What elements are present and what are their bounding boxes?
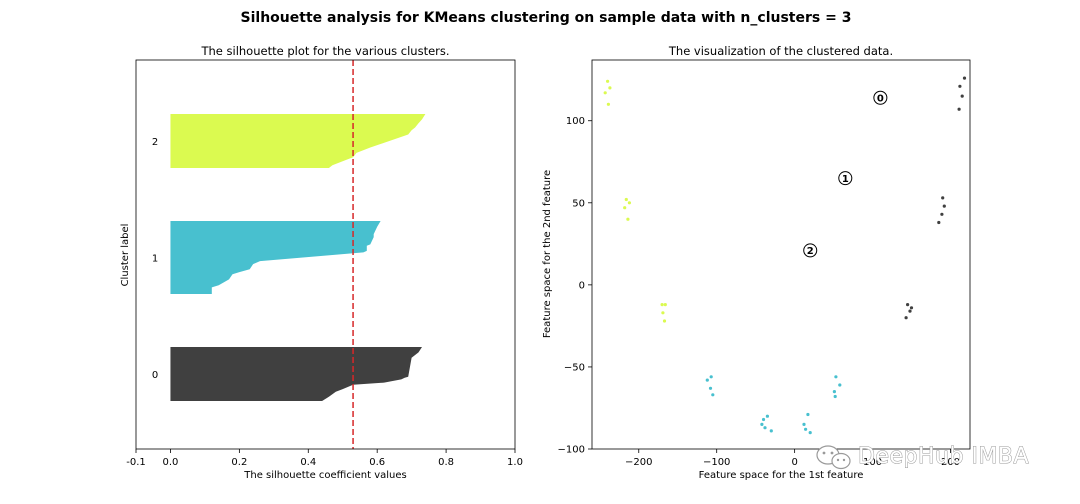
point-cluster-0 <box>906 303 910 307</box>
y-tick-label: −100 <box>558 445 585 456</box>
cluster-center-1 <box>838 171 853 186</box>
cluster-center-2 <box>803 243 818 258</box>
point-cluster-1 <box>802 422 806 426</box>
point-cluster-2 <box>624 197 628 202</box>
point-cluster-1 <box>709 375 713 379</box>
point-cluster-1 <box>834 375 838 379</box>
point-cluster-0 <box>942 204 946 208</box>
silhouette-cluster-0 <box>170 347 422 401</box>
y-tick-label: −50 <box>564 362 585 373</box>
cluster-scatter-plot: The visualization of the clustered data.… <box>542 44 971 481</box>
point-cluster-0 <box>957 107 961 111</box>
point-cluster-0 <box>958 84 962 88</box>
point-cluster-2 <box>606 102 611 106</box>
point-cluster-0 <box>909 306 914 310</box>
point-cluster-1 <box>808 431 812 435</box>
silhouette-cluster-1 <box>170 221 381 294</box>
point-cluster-0 <box>960 94 964 98</box>
x-tick-label: 100 <box>863 457 882 468</box>
silhouette-plot-title: The silhouette plot for the various clus… <box>200 44 449 58</box>
silhouette-plot-xlabel: The silhouette coefficient values <box>243 470 407 481</box>
x-tick-label: 0.2 <box>231 457 247 468</box>
point-cluster-2 <box>663 303 667 307</box>
silhouette-plot: The silhouette plot for the various clus… <box>120 44 523 481</box>
figure-title: Silhouette analysis for KMeans clusterin… <box>241 10 852 26</box>
point-cluster-1 <box>832 390 837 394</box>
x-tick-label: −100 <box>703 457 730 468</box>
point-cluster-1 <box>763 426 767 430</box>
cluster-label-0: 0 <box>152 370 158 381</box>
point-cluster-1 <box>708 386 713 390</box>
cluster-center-label-1: 1 <box>842 174 849 185</box>
point-cluster-1 <box>804 427 808 431</box>
point-cluster-0 <box>962 76 967 80</box>
point-cluster-0 <box>937 220 941 225</box>
y-tick-label: 50 <box>572 198 585 209</box>
cluster-center-label-2: 2 <box>807 246 814 257</box>
silhouette-cluster-2 <box>170 114 426 168</box>
point-cluster-1 <box>806 412 810 417</box>
cluster-center-0 <box>873 90 888 105</box>
x-tick-label: 0.6 <box>369 457 385 468</box>
point-cluster-2 <box>623 206 627 210</box>
silhouette-plot-frame <box>135 59 516 450</box>
point-cluster-1 <box>761 417 766 422</box>
point-cluster-1 <box>833 394 837 399</box>
point-cluster-2 <box>626 217 630 221</box>
point-cluster-1 <box>705 378 709 382</box>
cluster-label-1: 1 <box>152 254 158 265</box>
point-cluster-2 <box>662 319 667 323</box>
x-tick-label: 200 <box>941 457 960 468</box>
point-cluster-1 <box>711 393 715 397</box>
silhouette-plot-ylabel: Cluster label <box>120 224 131 287</box>
wechat-icon <box>816 445 851 470</box>
x-tick-label: -0.1 <box>126 457 146 468</box>
point-cluster-1 <box>769 429 773 433</box>
y-tick-label: 100 <box>566 116 585 127</box>
point-cluster-0 <box>941 196 945 200</box>
y-tick-label: 0 <box>579 280 585 291</box>
x-tick-label: −200 <box>625 457 652 468</box>
cluster-label-2: 2 <box>152 137 158 148</box>
scatter-plot-title: The visualization of the clustered data. <box>668 44 893 58</box>
x-tick-label: 0 <box>791 457 797 468</box>
point-cluster-2 <box>603 91 607 95</box>
point-cluster-0 <box>940 212 944 216</box>
scatter-plot-ylabel: Feature space for the 2nd feature <box>542 170 553 338</box>
point-cluster-2 <box>661 311 665 315</box>
x-tick-label: 0.4 <box>300 457 316 468</box>
x-tick-label: 0.0 <box>163 457 179 468</box>
watermark: DeepHub IMBA <box>816 444 1029 470</box>
point-cluster-0 <box>904 316 908 320</box>
point-cluster-1 <box>765 414 770 418</box>
point-cluster-2 <box>627 201 632 205</box>
point-cluster-1 <box>838 383 842 387</box>
cluster-center-label-0: 0 <box>877 93 884 104</box>
point-cluster-1 <box>760 422 764 426</box>
scatter-plot-frame <box>591 59 971 450</box>
x-tick-label: 0.8 <box>438 457 454 468</box>
x-tick-label: 1.0 <box>507 457 523 468</box>
point-cluster-2 <box>606 79 610 83</box>
point-cluster-2 <box>660 303 664 307</box>
watermark-text: DeepHub IMBA <box>858 444 1029 469</box>
point-cluster-0 <box>908 309 912 313</box>
scatter-plot-xlabel: Feature space for the 1st feature <box>699 470 864 481</box>
point-cluster-2 <box>608 86 612 90</box>
